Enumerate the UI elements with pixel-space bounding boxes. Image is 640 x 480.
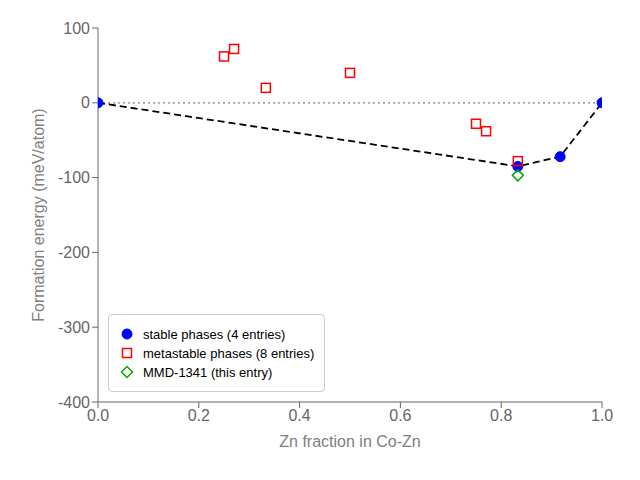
svg-text:-100: -100 [58,169,90,186]
html-text:stable phases (4 entries): stable phases (4 entries) [143,326,286,342]
svg-text:100: 100 [63,20,90,37]
svg-text:0.2: 0.2 [188,407,210,424]
svg-text:0.0: 0.0 [87,407,109,424]
svg-text:1.0: 1.0 [591,407,613,424]
svg-text:-400: -400 [58,394,90,411]
svg-text:0.4: 0.4 [288,407,310,424]
html-text:metastable phases (8 entries): metastable phases (8 entries) [143,345,315,361]
svg-text:0.8: 0.8 [490,407,512,424]
svg-text:Zn fraction in Co-Zn: Zn fraction in Co-Zn [279,433,420,450]
svg-text:-300: -300 [58,319,90,336]
svg-text:0.6: 0.6 [389,407,411,424]
html-text:MMD-1341 (this entry): MMD-1341 (this entry) [143,364,273,380]
svg-text:-200: -200 [58,244,90,261]
svg-text:0: 0 [81,94,90,111]
svg-text:Formation energy (meV/atom): Formation energy (meV/atom) [30,108,47,321]
